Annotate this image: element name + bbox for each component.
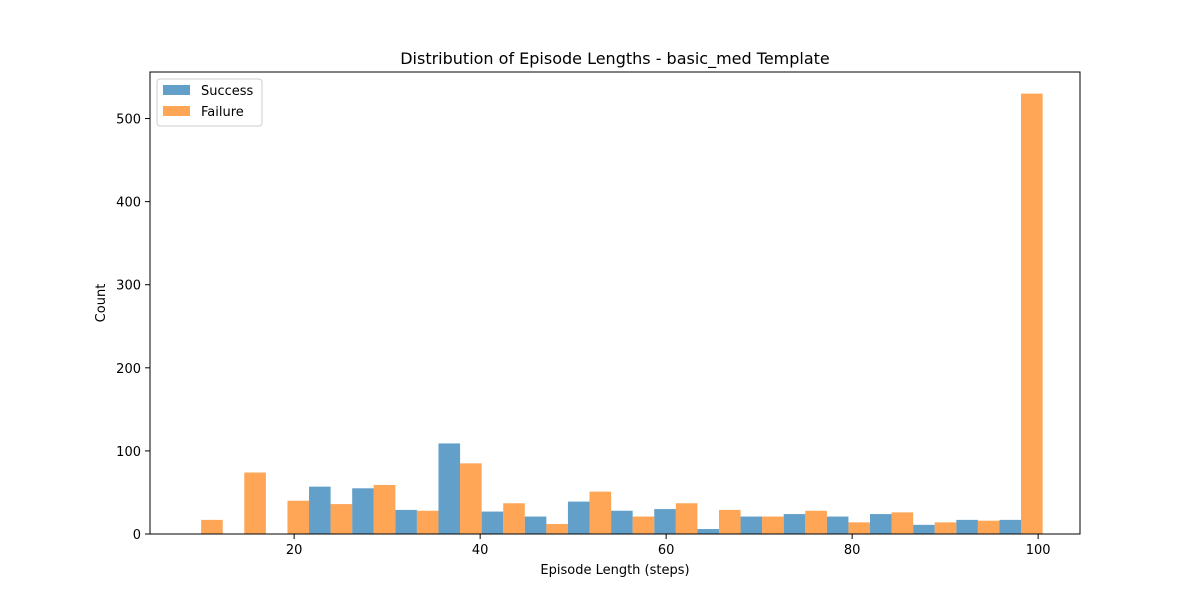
y-tick-label: 500 <box>116 113 141 128</box>
bar-failure <box>546 524 568 534</box>
bar-failure <box>848 522 871 534</box>
bar-failure <box>201 519 223 534</box>
bar-failure <box>287 500 310 534</box>
bar-failure <box>460 463 482 534</box>
bar-success <box>654 509 676 534</box>
bar-success <box>309 486 331 534</box>
bar-success <box>611 510 633 534</box>
bar-success <box>524 516 547 534</box>
y-axis-label: Count <box>94 284 109 323</box>
legend-label-success: Success <box>201 84 254 99</box>
bar-failure <box>977 520 1000 534</box>
y-tick-label: 400 <box>116 196 141 211</box>
legend: Success Failure <box>156 78 263 127</box>
y-tick-label: 100 <box>116 445 141 460</box>
x-tick-label: 80 <box>844 543 861 558</box>
bar-success <box>740 516 763 534</box>
bar-failure <box>632 516 655 534</box>
y-tick-label: 0 <box>133 528 141 543</box>
bar-success <box>438 443 461 534</box>
bar-success <box>870 514 892 534</box>
chart-title: Distribution of Episode Lengths - basic_… <box>400 49 830 69</box>
bar-success <box>481 511 504 534</box>
bars-layer <box>201 93 1043 535</box>
bar-success <box>697 529 719 534</box>
bar-success <box>395 509 417 534</box>
bar-success <box>826 516 849 534</box>
bar-failure <box>330 504 353 534</box>
x-tick-label: 100 <box>1026 543 1051 558</box>
y-tick-label: 300 <box>116 279 141 294</box>
x-tick-label: 20 <box>286 543 303 558</box>
bar-success <box>913 524 935 534</box>
bar-failure <box>1021 93 1043 535</box>
bar-failure <box>244 472 266 534</box>
x-tick-label: 40 <box>472 543 489 558</box>
y-axis-ticks: 0 100 200 300 400 500 <box>116 113 150 543</box>
bar-failure <box>891 512 914 534</box>
plot-area-frame <box>149 71 1081 535</box>
x-axis-ticks: 20 40 60 80 100 <box>286 534 1051 558</box>
legend-label-failure: Failure <box>201 105 244 120</box>
bar-success <box>999 519 1022 534</box>
legend-swatch-failure <box>163 106 190 116</box>
bar-failure <box>934 522 957 534</box>
x-axis-label: Episode Length (steps) <box>540 563 689 578</box>
bar-success <box>783 514 806 534</box>
x-tick-label: 60 <box>658 543 675 558</box>
bar-success <box>567 501 590 534</box>
bar-failure <box>718 509 741 534</box>
bar-failure <box>805 510 827 534</box>
bar-failure <box>589 491 612 534</box>
bar-success <box>352 488 374 534</box>
bar-success <box>956 519 978 534</box>
bar-failure <box>503 503 525 534</box>
bar-failure <box>373 484 396 534</box>
y-tick-label: 200 <box>116 362 141 377</box>
legend-swatch-success <box>163 85 190 95</box>
bar-failure <box>762 516 784 534</box>
bar-failure <box>675 503 698 534</box>
bar-failure <box>416 510 439 534</box>
